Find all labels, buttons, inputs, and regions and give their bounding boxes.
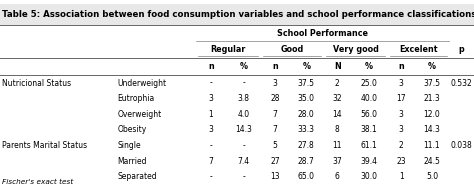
Text: 11: 11 — [332, 141, 342, 150]
Text: 28.0: 28.0 — [298, 110, 315, 119]
Text: n: n — [272, 62, 278, 71]
Text: Overweight: Overweight — [118, 110, 162, 119]
Text: 25.0: 25.0 — [361, 79, 378, 87]
Text: 3: 3 — [399, 110, 403, 119]
Text: Single: Single — [118, 141, 141, 150]
Text: 8: 8 — [335, 125, 339, 134]
Text: 21.3: 21.3 — [424, 94, 440, 103]
Text: -: - — [242, 172, 245, 181]
Text: 3: 3 — [273, 79, 277, 87]
Text: p: p — [459, 45, 465, 54]
Text: Regular: Regular — [210, 45, 246, 54]
Text: 27: 27 — [270, 157, 280, 165]
Text: 0.038: 0.038 — [451, 141, 473, 150]
Text: Parents Marital Status: Parents Marital Status — [2, 141, 87, 150]
Text: -: - — [242, 79, 245, 87]
Text: 38.1: 38.1 — [361, 125, 377, 134]
Text: -: - — [210, 141, 212, 150]
Text: n: n — [208, 62, 214, 71]
Text: 1: 1 — [399, 172, 403, 181]
Text: 3: 3 — [399, 79, 403, 87]
Text: 3.8: 3.8 — [237, 94, 249, 103]
Text: N: N — [334, 62, 340, 71]
Text: 3: 3 — [209, 125, 213, 134]
Text: 5: 5 — [273, 141, 277, 150]
Text: -: - — [242, 141, 245, 150]
Text: 32: 32 — [332, 94, 342, 103]
Text: 37.5: 37.5 — [298, 79, 315, 87]
Text: 28.7: 28.7 — [298, 157, 315, 165]
Text: %: % — [239, 62, 247, 71]
Text: 2: 2 — [399, 141, 403, 150]
Text: Very good: Very good — [333, 45, 378, 54]
Text: -: - — [210, 172, 212, 181]
Text: 27.8: 27.8 — [298, 141, 315, 150]
Text: 7: 7 — [273, 125, 277, 134]
Text: 17: 17 — [396, 94, 406, 103]
Text: %: % — [302, 62, 310, 71]
Text: 37: 37 — [332, 157, 342, 165]
Text: 13: 13 — [270, 172, 280, 181]
Text: 7.4: 7.4 — [237, 157, 250, 165]
Text: 0.532: 0.532 — [451, 79, 473, 87]
Text: School Performance: School Performance — [277, 29, 368, 38]
Text: 6: 6 — [335, 172, 339, 181]
Text: 28: 28 — [270, 94, 280, 103]
Text: 4.0: 4.0 — [237, 110, 250, 119]
Text: Fischer's exact test: Fischer's exact test — [2, 179, 73, 185]
Text: Excelent: Excelent — [399, 45, 438, 54]
Text: Table 5: Association between food consumption variables and school performance c: Table 5: Association between food consum… — [2, 10, 474, 19]
Text: 30.0: 30.0 — [361, 172, 378, 181]
Text: 7: 7 — [209, 157, 213, 165]
Text: 24.5: 24.5 — [423, 157, 440, 165]
Text: Eutrophia: Eutrophia — [118, 94, 155, 103]
Text: 23: 23 — [396, 157, 406, 165]
Text: 56.0: 56.0 — [361, 110, 378, 119]
Text: Married: Married — [118, 157, 147, 165]
Text: 33.3: 33.3 — [298, 125, 315, 134]
Text: 2: 2 — [335, 79, 339, 87]
Text: 14: 14 — [332, 110, 342, 119]
Text: 1: 1 — [209, 110, 213, 119]
Text: n: n — [398, 62, 404, 71]
Text: 14.3: 14.3 — [423, 125, 440, 134]
Text: 61.1: 61.1 — [361, 141, 377, 150]
Text: %: % — [428, 62, 436, 71]
Bar — [0, 4, 474, 25]
Text: Separated: Separated — [118, 172, 157, 181]
Text: 40.0: 40.0 — [361, 94, 378, 103]
Text: 37.5: 37.5 — [423, 79, 440, 87]
Text: Obesity: Obesity — [118, 125, 146, 134]
Text: %: % — [365, 62, 373, 71]
Text: 12.0: 12.0 — [424, 110, 440, 119]
Text: 5.0: 5.0 — [426, 172, 438, 181]
Text: Nutricional Status: Nutricional Status — [2, 79, 71, 87]
Text: 7: 7 — [273, 110, 277, 119]
Text: Good: Good — [281, 45, 304, 54]
Text: 3: 3 — [399, 125, 403, 134]
Text: 35.0: 35.0 — [298, 94, 315, 103]
Text: 14.3: 14.3 — [235, 125, 252, 134]
Text: 39.4: 39.4 — [361, 157, 378, 165]
Text: Underweight: Underweight — [118, 79, 166, 87]
Text: 3: 3 — [209, 94, 213, 103]
Text: 11.1: 11.1 — [424, 141, 440, 150]
Text: 65.0: 65.0 — [298, 172, 315, 181]
Text: -: - — [210, 79, 212, 87]
